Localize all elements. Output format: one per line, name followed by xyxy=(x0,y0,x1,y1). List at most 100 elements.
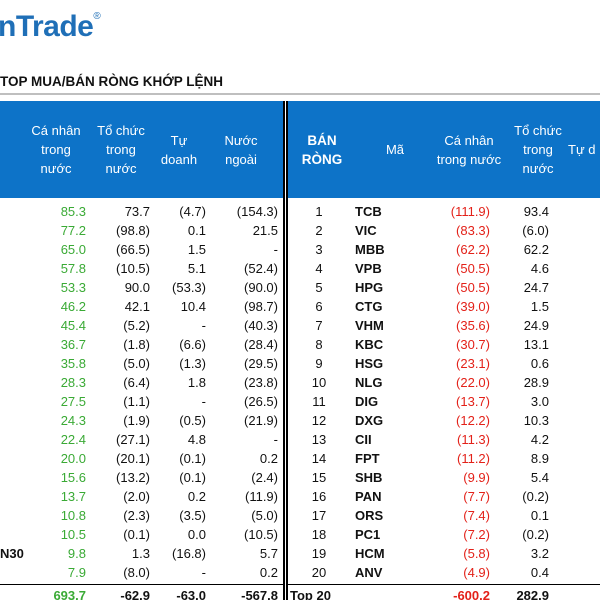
net-buy-header: Cá nhân trong nước Tổ chức trong nước Tự… xyxy=(0,101,283,198)
cell-rank: 7 xyxy=(315,318,323,333)
cell-individual: (7.2) xyxy=(463,527,490,542)
cell-institution: (13.2) xyxy=(116,470,150,485)
table-row: 2 VIC (83.3) (6.0) xyxy=(288,221,600,240)
cell-proprietary: - xyxy=(201,565,206,580)
cell-proprietary: 4.8 xyxy=(187,432,206,447)
cell-individual: (39.0) xyxy=(456,299,490,314)
table-row: 45.4 (5.2) - (40.3) xyxy=(0,316,283,335)
logo-text: nTrade xyxy=(0,10,94,43)
row-label: N30 xyxy=(0,546,24,561)
cell-individual: (50.5) xyxy=(456,280,490,295)
cell-foreign: (98.7) xyxy=(244,299,278,314)
cell-institution: 24.7 xyxy=(523,280,549,295)
cell-ticker: HSG xyxy=(355,356,384,371)
total-individual: -600.2 xyxy=(453,588,490,600)
cell-individual: 24.3 xyxy=(60,413,86,428)
cell-foreign: (154.3) xyxy=(236,204,278,219)
cell-institution: (2.0) xyxy=(123,489,150,504)
cell-individual: (13.7) xyxy=(456,394,490,409)
table-row: 22.4 (27.1) 4.8 - xyxy=(0,430,283,449)
table-row: 53.3 90.0 (53.3) (90.0) xyxy=(0,278,283,297)
cell-ticker: PAN xyxy=(355,489,382,504)
cell-individual: (22.0) xyxy=(456,375,490,390)
cell-proprietary: (6.6) xyxy=(179,337,206,352)
cell-proprietary: 0.0 xyxy=(187,527,206,542)
cell-individual: 9.8 xyxy=(67,546,86,561)
cell-individual: 57.8 xyxy=(60,261,86,276)
cell-proprietary: 10.4 xyxy=(180,299,206,314)
cell-individual: 36.7 xyxy=(60,337,86,352)
cell-individual: (7.4) xyxy=(463,508,490,523)
cell-individual: (12.2) xyxy=(456,413,490,428)
cell-individual: (7.7) xyxy=(463,489,490,504)
cell-institution: 3.0 xyxy=(530,394,549,409)
table-row: 6 CTG (39.0) 1.5 xyxy=(288,297,600,316)
cell-individual: (30.7) xyxy=(456,337,490,352)
table-row: 18 PC1 (7.2) (0.2) xyxy=(288,525,600,544)
cell-institution: (5.0) xyxy=(123,356,150,371)
cell-institution: 90.0 xyxy=(124,280,150,295)
cell-proprietary: (3.5) xyxy=(179,508,206,523)
cell-institution: (0.1) xyxy=(123,527,150,542)
table-row: 13.7 (2.0) 0.2 (11.9) xyxy=(0,487,283,506)
cell-proprietary: - xyxy=(201,394,206,409)
cell-foreign: (52.4) xyxy=(244,261,278,276)
cell-individual: (23.1) xyxy=(456,356,490,371)
cell-individual: (111.9) xyxy=(450,204,490,219)
cell-ticker: KBC xyxy=(355,337,384,352)
cell-foreign: (23.8) xyxy=(244,375,278,390)
cell-ticker: CII xyxy=(355,432,372,447)
table-row: 16 PAN (7.7) (0.2) xyxy=(288,487,600,506)
cell-institution: (1.9) xyxy=(123,413,150,428)
cell-rank: 4 xyxy=(315,261,323,276)
cell-foreign: (26.5) xyxy=(244,394,278,409)
cell-rank: 1 xyxy=(315,204,323,219)
cell-foreign: (2.4) xyxy=(251,470,278,485)
cell-ticker: NLG xyxy=(355,375,383,390)
cell-proprietary: 1.5 xyxy=(187,242,206,257)
table-row: 46.2 42.1 10.4 (98.7) xyxy=(0,297,283,316)
cell-institution: (1.8) xyxy=(123,337,150,352)
cell-ticker: ANV xyxy=(355,565,383,580)
cell-institution: 62.2 xyxy=(523,242,549,257)
cell-individual: (11.3) xyxy=(457,432,490,447)
cell-proprietary: - xyxy=(201,318,206,333)
cell-individual: 10.5 xyxy=(60,527,86,542)
table-row: 7.9 (8.0) - 0.2 xyxy=(0,563,283,582)
total-divider xyxy=(0,584,283,585)
header-proprietary: Tự doanh xyxy=(160,132,198,167)
cell-individual: 13.7 xyxy=(60,489,86,504)
cell-individual: 85.3 xyxy=(60,204,86,219)
table-row: 14 FPT (11.2) 8.9 xyxy=(288,449,600,468)
header-foreign: Nước ngoài xyxy=(224,132,258,167)
cell-individual: 65.0 xyxy=(60,242,86,257)
cell-institution: 1.3 xyxy=(131,546,150,561)
cell-individual: 77.2 xyxy=(60,223,86,238)
cell-proprietary: (0.1) xyxy=(179,470,206,485)
registered-mark: ® xyxy=(93,11,101,22)
total-foreign: -567.8 xyxy=(241,588,278,600)
cell-individual: (50.5) xyxy=(456,261,490,276)
table-row: 28.3 (6.4) 1.8 (23.8) xyxy=(0,373,283,392)
cell-foreign: (10.5) xyxy=(244,527,278,542)
table-row: 13 CII (11.3) 4.2 xyxy=(288,430,600,449)
cell-rank: 15 xyxy=(311,470,327,485)
cell-proprietary: (4.7) xyxy=(179,204,206,219)
cell-rank: 19 xyxy=(311,546,327,561)
header-individual: Cá nhân trong nước xyxy=(31,123,81,176)
cell-institution: (66.5) xyxy=(116,242,150,257)
cell-individual: 46.2 xyxy=(60,299,86,314)
cell-institution: (2.3) xyxy=(123,508,150,523)
cell-proprietary: 0.2 xyxy=(187,489,206,504)
cell-institution: 1.5 xyxy=(530,299,549,314)
table-row: 15 SHB (9.9) 5.4 xyxy=(288,468,600,487)
cell-proprietary: 1.8 xyxy=(187,375,206,390)
cell-individual: 10.8 xyxy=(60,508,86,523)
title-divider xyxy=(0,93,600,95)
cell-individual: 22.4 xyxy=(60,432,86,447)
total-row: Top 20 -600.2 282.9 xyxy=(288,586,600,600)
cell-rank: 10 xyxy=(311,375,327,390)
cell-ticker: VPB xyxy=(355,261,382,276)
cell-rank: 13 xyxy=(311,432,327,447)
cell-proprietary: (0.5) xyxy=(179,413,206,428)
